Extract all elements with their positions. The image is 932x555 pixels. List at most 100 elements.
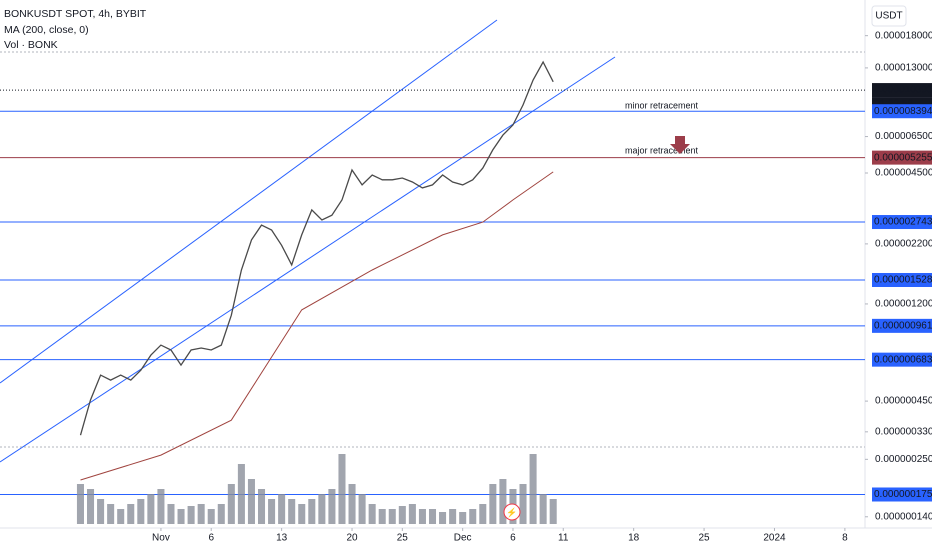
price-label-box	[872, 104, 932, 119]
volume-bar	[217, 504, 225, 524]
volume-bar	[137, 499, 145, 524]
event-icon-glyph: ⚡	[506, 506, 517, 518]
volume-bar	[479, 504, 487, 524]
price-label: 0.0000015281	[874, 275, 932, 286]
volume-bar	[167, 504, 175, 524]
volume-bar	[408, 504, 416, 524]
x-tick-label: 6	[208, 533, 214, 544]
x-tick-label: 8	[842, 533, 848, 544]
x-tick-label: 2024	[763, 533, 786, 544]
volume-bar	[87, 489, 95, 524]
countdown: 01:22:58	[874, 99, 913, 110]
price-label-box	[872, 352, 932, 367]
volume-bar	[418, 509, 426, 524]
annotation: major retracement	[625, 145, 699, 155]
volume-bar	[398, 506, 406, 524]
volume-bar	[338, 454, 346, 524]
volume-bar	[449, 509, 457, 524]
price-label: 0.0000009618	[874, 320, 932, 331]
volume-bar	[469, 509, 477, 524]
indicator-vol: Vol · BONK	[4, 39, 58, 51]
volume-bar	[428, 509, 437, 524]
price-label-box	[872, 215, 932, 230]
arrow-down	[670, 136, 690, 154]
volume-bar	[268, 499, 276, 524]
volume-bar	[117, 509, 125, 524]
volume-bar	[459, 512, 467, 524]
x-tick-label: 25	[397, 533, 409, 544]
volume-bar	[328, 489, 336, 524]
volume-bar	[388, 509, 396, 524]
volume-bar	[247, 479, 255, 524]
price-label: 0.0000006838	[874, 354, 932, 365]
volume-bar	[207, 509, 215, 524]
volume-bar	[489, 484, 497, 524]
volume-bar	[127, 504, 135, 524]
price-label: 0.0000103932	[874, 85, 932, 96]
volume-bar	[187, 506, 195, 524]
currency: USDT	[875, 11, 902, 22]
price-line	[79, 60, 554, 436]
price-label: 0.0000001753	[874, 489, 932, 500]
x-tick-label: 18	[628, 533, 640, 544]
volume-bar	[298, 504, 306, 524]
price-label: 0.0000027433	[874, 217, 932, 228]
volume-bar	[278, 494, 286, 524]
channel-upper	[0, 19, 498, 384]
volume-bar	[539, 494, 547, 524]
volume-bar	[499, 479, 507, 524]
price-label-box	[872, 487, 932, 502]
x-tick-label: 13	[276, 533, 288, 544]
plot: 0.0000103932 01:22:580.0000083948 0.000005…	[0, 60, 932, 524]
price-label: 0.0000083948	[874, 106, 932, 117]
volume-bar	[197, 504, 205, 524]
price-label-box	[872, 150, 932, 165]
price-label-box	[872, 83, 932, 98]
price-label: 0.0000052554	[874, 152, 932, 163]
volume-bar	[107, 504, 115, 524]
volume-bar	[519, 484, 527, 524]
x-tick-label: Nov	[152, 533, 170, 544]
volume-bar	[358, 494, 366, 524]
volume-bar	[237, 464, 245, 524]
symbol-title: BONKUSDT SPOT, 4h, BYBIT	[4, 8, 147, 20]
volume-bar	[257, 489, 266, 524]
price-label-box	[872, 272, 932, 287]
event-icon[interactable]	[503, 503, 521, 521]
volume-bar	[439, 512, 447, 524]
volume-bar	[308, 499, 316, 524]
volume-bar	[177, 509, 185, 524]
x-tick-label: 25	[699, 533, 711, 544]
currency-button[interactable]	[871, 5, 907, 27]
volume-bar	[157, 489, 165, 524]
volume-bar	[378, 509, 386, 524]
volume-bar	[529, 454, 537, 524]
ma-line	[80, 171, 554, 481]
x-tick-label: 6	[510, 533, 516, 544]
volume-bar	[318, 494, 326, 524]
y-tick-label: 0.0000001400	[875, 511, 932, 522]
indicator-ma: MA (200, close, 0)	[4, 24, 89, 36]
volume-bar	[76, 484, 84, 524]
volume-bar	[348, 484, 356, 524]
volume-bar	[97, 499, 105, 524]
x-tick-label: Dec	[454, 533, 472, 544]
annotation: minor retracement	[625, 100, 699, 110]
volume-bar	[368, 504, 376, 524]
x-tick-label: 20	[346, 533, 358, 544]
volume-bar	[288, 499, 296, 524]
price-label-box	[872, 318, 932, 333]
volume-bar	[227, 484, 235, 524]
volume-bar	[549, 499, 557, 524]
